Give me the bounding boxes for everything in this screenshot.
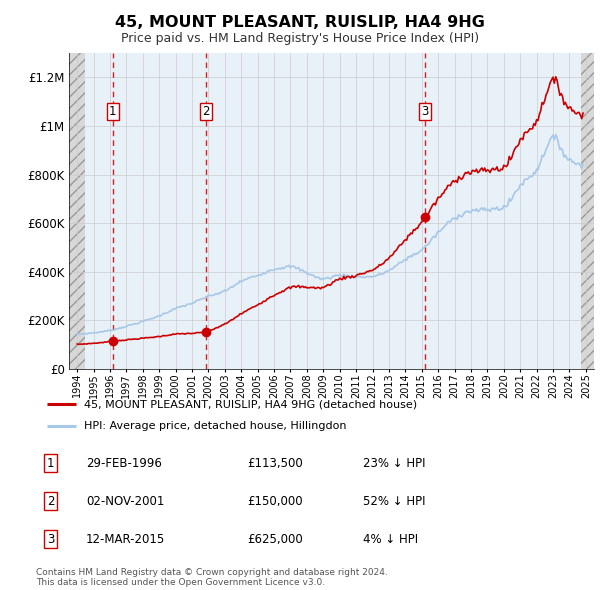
Text: 29-FEB-1996: 29-FEB-1996 — [86, 457, 162, 470]
Text: £113,500: £113,500 — [247, 457, 303, 470]
Text: 2: 2 — [202, 105, 209, 118]
Text: £150,000: £150,000 — [247, 494, 303, 507]
Text: Contains HM Land Registry data © Crown copyright and database right 2024.
This d: Contains HM Land Registry data © Crown c… — [36, 568, 388, 587]
Text: 45, MOUNT PLEASANT, RUISLIP, HA4 9HG: 45, MOUNT PLEASANT, RUISLIP, HA4 9HG — [115, 15, 485, 30]
Bar — [69, 53, 85, 369]
Text: 1: 1 — [109, 105, 116, 118]
Text: 12-MAR-2015: 12-MAR-2015 — [86, 533, 166, 546]
Text: 23% ↓ HPI: 23% ↓ HPI — [364, 457, 426, 470]
Text: 1: 1 — [47, 457, 55, 470]
Text: Price paid vs. HM Land Registry's House Price Index (HPI): Price paid vs. HM Land Registry's House … — [121, 32, 479, 45]
Text: 3: 3 — [47, 533, 55, 546]
Bar — [581, 53, 594, 369]
Text: 52% ↓ HPI: 52% ↓ HPI — [364, 494, 426, 507]
Text: 2: 2 — [47, 494, 55, 507]
Text: 4% ↓ HPI: 4% ↓ HPI — [364, 533, 418, 546]
Text: HPI: Average price, detached house, Hillingdon: HPI: Average price, detached house, Hill… — [83, 421, 346, 431]
Text: 02-NOV-2001: 02-NOV-2001 — [86, 494, 164, 507]
Text: 3: 3 — [421, 105, 428, 118]
Text: 45, MOUNT PLEASANT, RUISLIP, HA4 9HG (detached house): 45, MOUNT PLEASANT, RUISLIP, HA4 9HG (de… — [83, 399, 416, 409]
Text: £625,000: £625,000 — [247, 533, 303, 546]
